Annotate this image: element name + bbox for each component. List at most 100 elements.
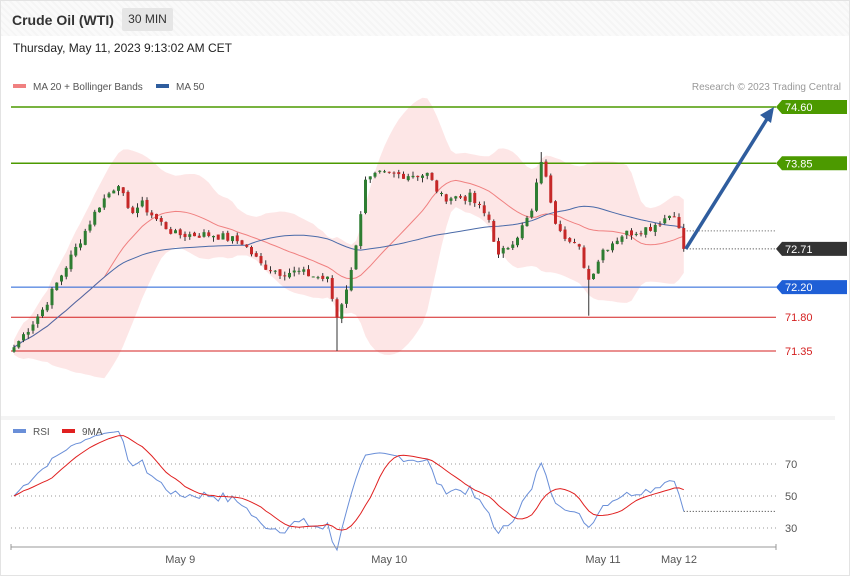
candle-body	[292, 270, 296, 273]
candle-body	[444, 194, 448, 202]
candle-body	[368, 176, 372, 180]
candle-body	[634, 233, 638, 235]
candle-body	[653, 224, 657, 232]
candle-body	[50, 288, 54, 306]
rsi-legend-label: 9MA	[82, 427, 103, 438]
candle-body	[402, 173, 405, 179]
rsi-legend-swatch	[13, 429, 26, 433]
candle-body	[349, 269, 353, 291]
candle-body	[421, 175, 424, 178]
price-tag-74-60: 74.60	[776, 100, 847, 114]
candle-body	[316, 277, 320, 279]
candle-body	[235, 235, 239, 242]
candle-body	[98, 207, 101, 213]
candle-body	[178, 229, 182, 236]
candle-body	[601, 249, 605, 261]
x-tick-label: May 9	[165, 554, 195, 566]
candle-body	[88, 224, 92, 231]
candle-body	[131, 207, 135, 214]
candle-body	[482, 205, 486, 214]
candle-body	[625, 230, 629, 236]
chart-header: Crude Oil (WTI) 30 MIN	[1, 1, 849, 36]
candle-body	[478, 203, 481, 205]
candle-body	[535, 182, 538, 211]
candle-body	[554, 201, 557, 224]
price-tag-bg	[776, 100, 847, 114]
candle-body	[487, 214, 491, 220]
price-label: 71.35	[785, 346, 813, 358]
candle-body	[264, 264, 268, 270]
candle-body	[383, 171, 386, 173]
legend-swatch	[13, 84, 26, 88]
candle-body	[136, 207, 139, 214]
candle-body	[45, 304, 49, 311]
price-tag-bg	[776, 156, 847, 171]
bollinger-band	[14, 97, 684, 379]
rsi-level-label: 50	[785, 491, 797, 503]
instrument-title: Crude Oil (WTI)	[12, 12, 114, 28]
candle-body	[511, 244, 515, 248]
candle-body	[544, 161, 548, 177]
candle-body	[145, 199, 149, 213]
price-tag-72-71: 72.71	[776, 241, 847, 256]
legend-swatch	[156, 84, 169, 88]
candle-body	[212, 235, 215, 238]
credit-text: Research © 2023 Trading Central	[692, 82, 841, 93]
candle-body	[250, 247, 253, 255]
candle-body	[373, 172, 377, 177]
candle-body	[202, 232, 206, 237]
rsi-legend-label: RSI	[33, 427, 50, 438]
candle-body	[307, 269, 310, 277]
candle-body	[254, 253, 258, 257]
timestamp: Thursday, May 11, 2023 9:13:02 AM CET	[13, 41, 232, 55]
candle-body	[397, 172, 401, 175]
candle-body	[606, 249, 610, 251]
candle-body	[364, 179, 367, 213]
price-label: 73.85	[785, 158, 813, 170]
candle-body	[335, 299, 339, 318]
candle-body	[525, 217, 529, 227]
candle-body	[36, 316, 40, 324]
panel-separator	[1, 416, 835, 420]
candle-body	[26, 331, 30, 335]
candle-body	[79, 243, 82, 248]
candle-body	[278, 269, 282, 276]
candle-body	[41, 309, 44, 317]
candle-body	[240, 240, 244, 245]
candle-body	[354, 245, 358, 270]
candle-body	[615, 240, 619, 244]
candle-body	[107, 193, 111, 198]
price-label: 72.20	[785, 282, 813, 294]
candle-body	[311, 276, 315, 278]
candle-body	[596, 261, 600, 274]
candle-body	[440, 192, 443, 194]
price-tag-bg	[776, 280, 847, 295]
price-tag-71-35: 71.35	[785, 346, 813, 358]
candle-body	[520, 225, 524, 239]
candle-body	[459, 196, 462, 198]
candle-body	[169, 229, 173, 234]
candle-body	[283, 275, 287, 277]
rsi-level-label: 30	[785, 523, 797, 535]
price-tag-bg	[776, 241, 847, 256]
candle-body	[620, 236, 624, 242]
candle-body	[207, 232, 211, 236]
ma20-line	[13, 179, 684, 348]
candle-body	[269, 270, 272, 272]
candle-body	[55, 282, 59, 291]
candle-body	[126, 191, 130, 208]
candle-body	[668, 215, 671, 218]
candle-body	[506, 248, 510, 250]
candle-body	[69, 254, 73, 270]
rsi-9ma-line	[13, 435, 684, 531]
candle-body	[568, 238, 572, 242]
timeframe-button[interactable]: 30 MIN	[122, 8, 173, 31]
candle-body	[539, 161, 543, 184]
candle-body	[216, 234, 220, 240]
candle-body	[558, 224, 562, 231]
candle-body	[231, 236, 234, 242]
candle-body	[677, 217, 681, 229]
candle-body	[392, 172, 396, 174]
candle-body	[378, 170, 382, 172]
